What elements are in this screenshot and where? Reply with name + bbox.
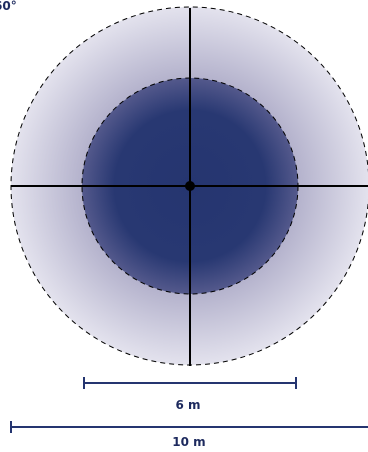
inner-dimension-line	[83, 377, 297, 389]
inner-dimension-label: 6 m	[175, 398, 200, 412]
center-point	[185, 181, 195, 191]
outer-dimension-line	[10, 421, 368, 433]
angle-label: 60°	[0, 0, 17, 13]
outer-dimension-label: 10 m	[172, 435, 205, 449]
